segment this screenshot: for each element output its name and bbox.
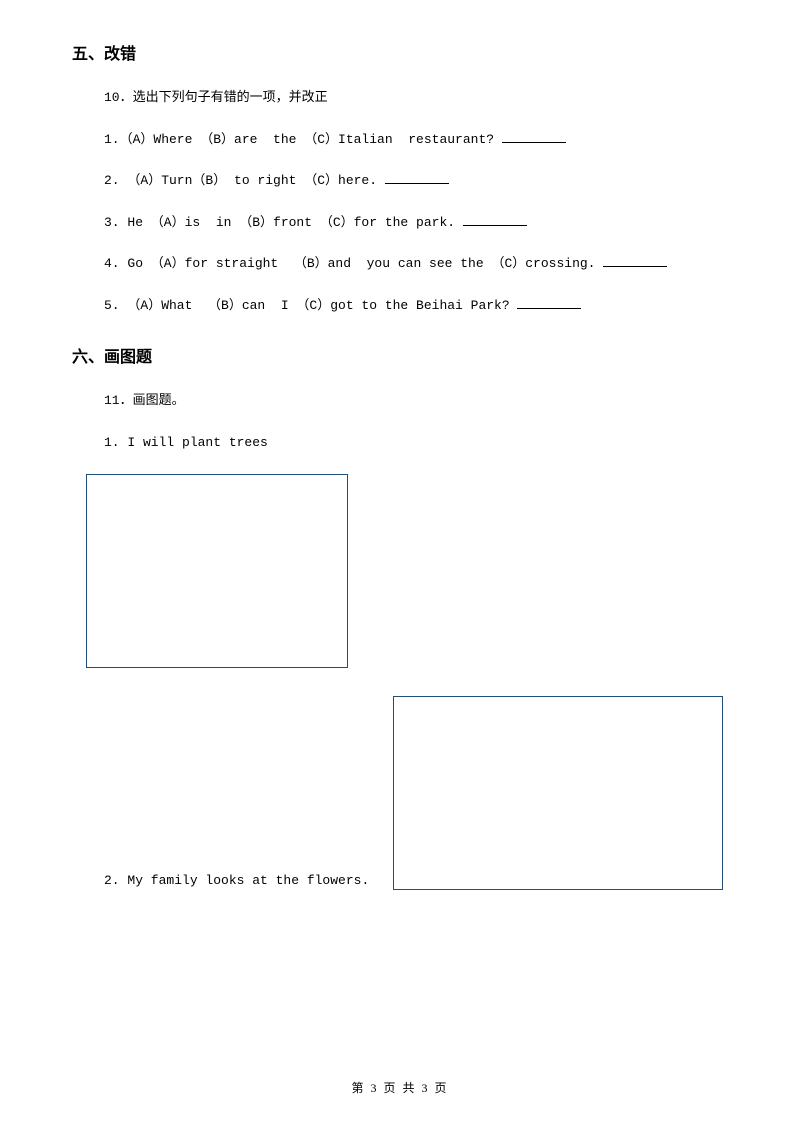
page-footer: 第 3 页 共 3 页	[0, 1079, 800, 1096]
drawing-box-1[interactable]	[86, 474, 348, 668]
q10-item-5: 5. （A）What （B）can I （C）got to the Beihai…	[104, 296, 728, 316]
answer-blank[interactable]	[603, 254, 667, 267]
q10-item-1: 1.（A）Where （B）are the （C）Italian restaur…	[104, 130, 728, 150]
section-5-body: 10．选出下列句子有错的一项，并改正 1.（A）Where （B）are the…	[72, 88, 728, 315]
answer-blank[interactable]	[385, 171, 449, 184]
q10-item-2-text: 2. （A）Turn（B） to right （C）here.	[104, 173, 385, 188]
answer-blank[interactable]	[463, 213, 527, 226]
section-6-heading: 六、画图题	[72, 343, 728, 367]
section-5-heading: 五、改错	[72, 40, 728, 64]
q10-item-4-text: 4. Go （A）for straight （B）and you can see…	[104, 256, 603, 271]
q10-item-4: 4. Go （A）for straight （B）and you can see…	[104, 254, 728, 274]
q11-item-2-row: 2. My family looks at the flowers.	[72, 696, 728, 890]
answer-blank[interactable]	[517, 296, 581, 309]
q11-intro: 11．画图题。	[104, 391, 728, 411]
q10-item-3: 3. He （A）is in （B）front （C）for the park.	[104, 213, 728, 233]
q10-intro: 10．选出下列句子有错的一项，并改正	[104, 88, 728, 108]
q10-item-3-text: 3. He （A）is in （B）front （C）for the park.	[104, 215, 463, 230]
q10-item-2: 2. （A）Turn（B） to right （C）here.	[104, 171, 728, 191]
answer-blank[interactable]	[502, 130, 566, 143]
q11-item-1: 1. I will plant trees	[104, 433, 728, 453]
q11-item-2: 2. My family looks at the flowers.	[72, 873, 393, 890]
q10-item-5-text: 5. （A）What （B）can I （C）got to the Beihai…	[104, 298, 517, 313]
q10-item-1-text: 1.（A）Where （B）are the （C）Italian restaur…	[104, 132, 502, 147]
drawing-box-2[interactable]	[393, 696, 723, 890]
section-6-body: 11．画图题。 1. I will plant trees	[72, 391, 728, 452]
